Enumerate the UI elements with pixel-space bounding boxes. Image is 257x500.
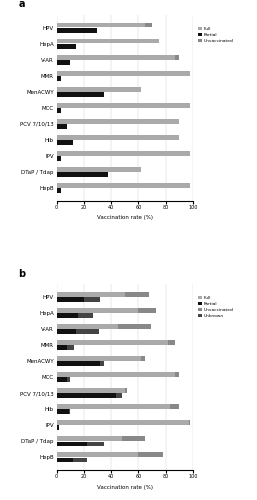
Bar <box>57 298 84 302</box>
Bar <box>57 356 141 361</box>
Legend: Full, Partial, Unvaccinated, Unknown: Full, Partial, Unvaccinated, Unknown <box>198 296 234 318</box>
Bar <box>57 76 61 80</box>
Bar <box>84 298 100 302</box>
Bar <box>145 23 152 28</box>
Bar <box>57 362 100 366</box>
Bar <box>57 346 67 350</box>
Bar <box>57 442 87 446</box>
Bar <box>57 44 76 48</box>
Bar <box>118 324 151 329</box>
Bar <box>57 135 179 140</box>
Bar <box>73 458 87 462</box>
Bar <box>67 346 74 350</box>
Bar <box>138 452 163 457</box>
Bar <box>57 324 118 329</box>
Bar <box>57 172 108 176</box>
Bar <box>57 92 104 96</box>
Bar <box>57 188 61 192</box>
Bar <box>78 314 93 318</box>
Bar <box>87 442 104 446</box>
Bar <box>57 410 69 414</box>
Bar <box>67 378 70 382</box>
Bar <box>175 372 179 377</box>
Text: b: b <box>19 268 25 278</box>
Bar <box>57 87 141 92</box>
Bar <box>57 436 122 441</box>
Bar <box>138 308 156 313</box>
Bar <box>57 167 141 172</box>
Bar <box>57 292 125 297</box>
Bar <box>57 119 179 124</box>
Bar <box>125 388 127 393</box>
Bar <box>168 340 175 345</box>
Bar <box>57 183 190 188</box>
Bar <box>116 394 122 398</box>
Legend: Full, Partial, Unvaccinated: Full, Partial, Unvaccinated <box>198 26 234 43</box>
Bar <box>125 388 127 393</box>
Bar <box>57 156 61 160</box>
Bar <box>141 356 145 361</box>
Bar <box>141 356 145 361</box>
Bar <box>57 103 190 108</box>
X-axis label: Vaccination rate (%): Vaccination rate (%) <box>97 484 153 490</box>
Bar <box>57 55 175 60</box>
Bar <box>57 39 159 44</box>
Bar <box>125 292 149 297</box>
Bar <box>170 404 179 409</box>
Bar <box>189 420 190 425</box>
Bar <box>57 308 138 313</box>
Bar <box>57 151 190 156</box>
Bar <box>57 420 189 425</box>
Bar <box>170 404 179 409</box>
Bar <box>138 308 156 313</box>
Bar <box>122 436 145 441</box>
Bar <box>57 458 73 462</box>
Bar <box>69 410 70 414</box>
Bar <box>57 108 61 112</box>
Bar <box>57 452 138 457</box>
Bar <box>57 388 125 393</box>
Bar <box>57 404 170 409</box>
Text: a: a <box>19 0 25 10</box>
Bar <box>57 394 116 398</box>
Bar <box>57 330 76 334</box>
Bar <box>122 436 145 441</box>
Bar <box>76 330 99 334</box>
X-axis label: Vaccination rate (%): Vaccination rate (%) <box>97 216 153 220</box>
Bar <box>57 378 67 382</box>
Bar <box>57 124 67 128</box>
Bar <box>189 420 190 425</box>
Bar <box>118 324 151 329</box>
Bar <box>138 452 163 457</box>
Bar <box>168 340 175 345</box>
Bar <box>57 71 190 76</box>
Bar <box>57 23 145 28</box>
Bar <box>57 372 175 377</box>
Bar <box>57 140 73 144</box>
Bar <box>100 362 104 366</box>
Bar <box>57 314 78 318</box>
Bar <box>175 372 179 377</box>
Bar <box>125 292 149 297</box>
Bar <box>175 55 179 60</box>
Bar <box>57 426 59 430</box>
Bar <box>57 60 70 64</box>
Bar <box>57 28 97 32</box>
Bar <box>57 340 168 345</box>
